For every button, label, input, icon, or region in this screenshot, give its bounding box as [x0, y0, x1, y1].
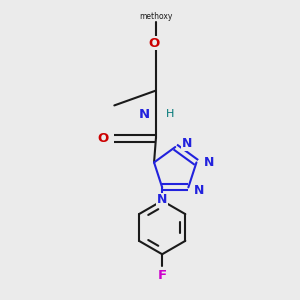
Text: H: H	[166, 109, 175, 119]
Text: F: F	[158, 269, 167, 282]
Text: N: N	[204, 156, 214, 169]
Text: O: O	[98, 132, 109, 145]
Text: N: N	[194, 184, 204, 197]
Text: O: O	[149, 37, 160, 50]
Text: N: N	[157, 193, 167, 206]
Text: N: N	[182, 137, 192, 150]
Text: methoxy: methoxy	[139, 12, 172, 21]
Text: N: N	[139, 108, 150, 121]
